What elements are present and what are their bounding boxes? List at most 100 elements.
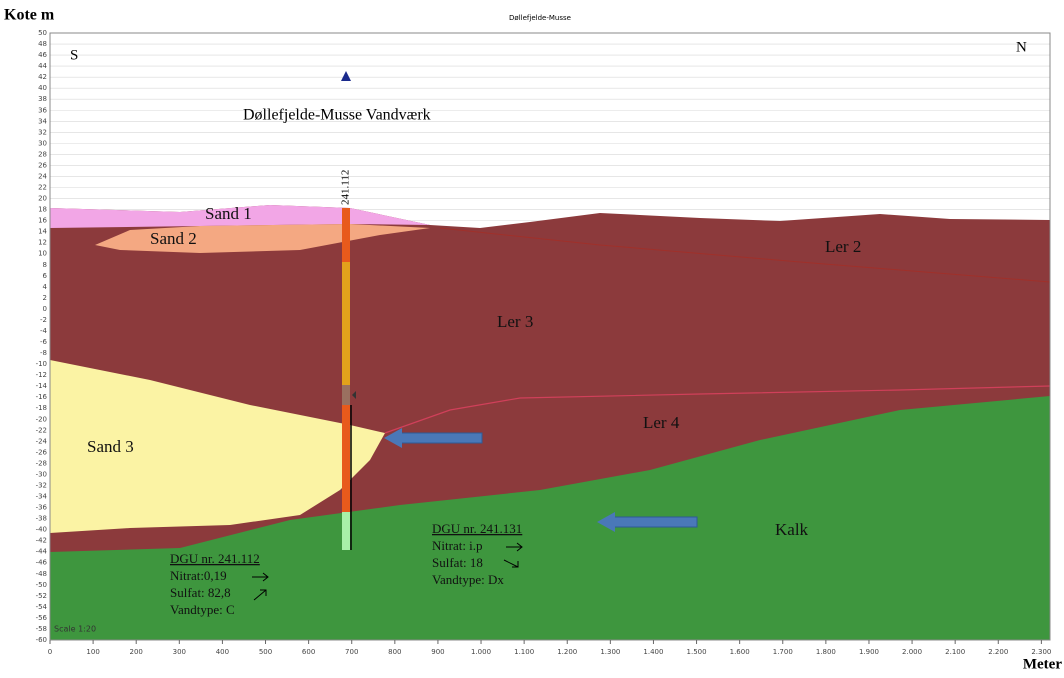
sample-id: DGU nr. 241.112 bbox=[170, 551, 260, 566]
sample-line: Vandtype: Dx bbox=[432, 572, 504, 587]
y-tick-label: 0 bbox=[43, 305, 47, 313]
sample-id: DGU nr. 241.131 bbox=[432, 521, 522, 536]
y-tick-label: 46 bbox=[38, 51, 47, 59]
layer-label: Kalk bbox=[775, 520, 809, 539]
y-tick-label: 2 bbox=[43, 294, 47, 302]
well-name: Døllefjelde-Musse Vandværk bbox=[243, 107, 431, 124]
y-tick-label: -34 bbox=[36, 493, 48, 501]
y-tick-label: -54 bbox=[36, 603, 48, 611]
borehole-label: 241.112 bbox=[340, 170, 352, 205]
y-tick-label: -44 bbox=[36, 548, 48, 556]
y-tick-label: -14 bbox=[36, 382, 48, 390]
y-tick-label: -26 bbox=[36, 448, 48, 456]
y-tick-label: 48 bbox=[38, 40, 47, 48]
y-tick-label: -8 bbox=[40, 349, 47, 357]
y-tick-label: 14 bbox=[38, 228, 47, 236]
x-tick-label: 2.100 bbox=[945, 648, 965, 656]
y-tick-label: -60 bbox=[36, 636, 47, 644]
x-tick-label: 400 bbox=[216, 648, 229, 656]
y-tick-label: -22 bbox=[36, 426, 47, 434]
y-tick-label: -50 bbox=[36, 581, 47, 589]
x-tick-label: 2.200 bbox=[988, 648, 1008, 656]
y-tick-label: 38 bbox=[38, 95, 47, 103]
x-tick-label: 0 bbox=[48, 648, 52, 656]
x-tick-label: 1.800 bbox=[816, 648, 836, 656]
layer-label: Ler 2 bbox=[825, 237, 861, 256]
y-tick-label: -24 bbox=[36, 437, 48, 445]
x-tick-label: 1.100 bbox=[514, 648, 534, 656]
layer-label: Ler 4 bbox=[643, 413, 680, 432]
x-tick-label: 1.000 bbox=[471, 648, 491, 656]
x-tick-label: 200 bbox=[130, 648, 143, 656]
x-tick-label: 1.600 bbox=[730, 648, 750, 656]
y-tick-label: 28 bbox=[38, 150, 47, 158]
y-tick-label: -52 bbox=[36, 592, 47, 600]
scale-label: Scale 1:20 bbox=[54, 625, 96, 634]
y-tick-label: -6 bbox=[40, 338, 48, 346]
borehole-segment bbox=[342, 385, 350, 405]
direction-label: S bbox=[70, 47, 78, 63]
sample-line: Sulfat: 82,8 bbox=[170, 585, 231, 600]
y-tick-label: -4 bbox=[40, 327, 48, 335]
y-tick-label: 24 bbox=[38, 172, 47, 180]
y-tick-label: 30 bbox=[38, 139, 47, 147]
y-tick-label: 40 bbox=[38, 84, 47, 92]
sample-line: Vandtype: C bbox=[170, 602, 235, 617]
y-tick-label: -38 bbox=[36, 515, 47, 523]
cross-section: Kote m Døllefjelde-Musse Meter 241.112 S… bbox=[0, 0, 1064, 673]
y-tick-label: 26 bbox=[38, 161, 47, 169]
y-tick-label: 4 bbox=[43, 283, 48, 291]
y-tick-label: 10 bbox=[38, 250, 47, 258]
x-tick-label: 500 bbox=[259, 648, 272, 656]
x-tick-label: 900 bbox=[431, 648, 444, 656]
y-tick-label: 44 bbox=[38, 62, 47, 70]
y-tick-label: 16 bbox=[38, 217, 47, 225]
layer-label: Sand 2 bbox=[150, 229, 197, 248]
x-tick-label: 2.300 bbox=[1031, 648, 1051, 656]
x-tick-label: 1.500 bbox=[687, 648, 707, 656]
layer-label: Ler 3 bbox=[497, 312, 533, 331]
x-tick-label: 100 bbox=[86, 648, 99, 656]
y-tick-label: -18 bbox=[36, 404, 47, 412]
y-tick-label: -40 bbox=[36, 526, 47, 534]
x-tick-label: 600 bbox=[302, 648, 315, 656]
y-tick-label: -10 bbox=[36, 360, 47, 368]
x-tick-label: 1.900 bbox=[859, 648, 879, 656]
borehole-segment bbox=[342, 512, 350, 550]
y-tick-label: 22 bbox=[38, 184, 47, 192]
y-axis-label: Kote m bbox=[4, 7, 55, 24]
sample-line: Nitrat: i.p bbox=[432, 538, 483, 553]
y-tick-label: -56 bbox=[36, 614, 48, 622]
sample-line: Nitrat:0,19 bbox=[170, 568, 227, 583]
y-tick-label: -42 bbox=[36, 537, 47, 545]
y-tick-label: 20 bbox=[38, 195, 47, 203]
borehole-segment bbox=[342, 208, 350, 262]
y-tick-label: -12 bbox=[36, 371, 47, 379]
y-tick-label: -30 bbox=[36, 470, 47, 478]
y-tick-label: -58 bbox=[36, 625, 47, 633]
y-tick-label: -46 bbox=[36, 559, 48, 567]
x-tick-label: 1.400 bbox=[643, 648, 663, 656]
title: Døllefjelde-Musse bbox=[509, 14, 571, 22]
direction-label: N bbox=[1016, 39, 1027, 55]
well-marker bbox=[341, 71, 351, 81]
y-tick-label: -32 bbox=[36, 481, 47, 489]
y-tick-label: 36 bbox=[38, 106, 47, 114]
x-tick-label: 700 bbox=[345, 648, 358, 656]
y-tick-label: 32 bbox=[38, 128, 47, 136]
y-tick-label: 42 bbox=[38, 73, 47, 81]
x-tick-label: 300 bbox=[173, 648, 186, 656]
y-tick-label: 50 bbox=[38, 29, 47, 37]
layer-label: Sand 1 bbox=[205, 204, 252, 223]
y-tick-label: -48 bbox=[36, 570, 47, 578]
y-tick-label: -36 bbox=[36, 504, 48, 512]
x-tick-label: 1.700 bbox=[773, 648, 793, 656]
y-tick-label: -20 bbox=[36, 415, 47, 423]
borehole-segment bbox=[342, 405, 350, 512]
y-tick-label: 8 bbox=[43, 261, 47, 269]
y-tick-label: 6 bbox=[43, 272, 48, 280]
x-tick-label: 1.200 bbox=[557, 648, 577, 656]
y-tick-label: 18 bbox=[38, 206, 47, 214]
y-tick-label: -28 bbox=[36, 459, 47, 467]
y-tick-label: 12 bbox=[38, 239, 47, 247]
